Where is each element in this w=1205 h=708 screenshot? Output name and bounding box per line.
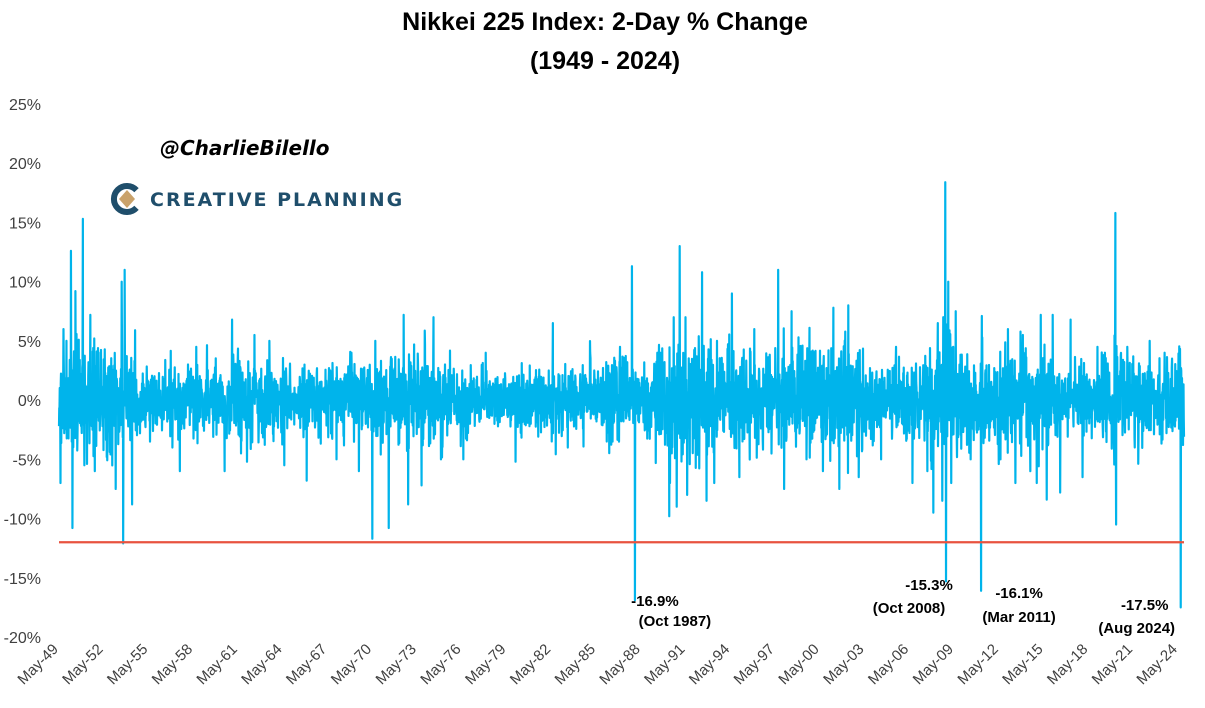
y-tick-label: 0% xyxy=(18,393,41,410)
series-line xyxy=(57,181,1186,609)
y-tick-label: -10% xyxy=(4,512,41,529)
annotation-date: (Oct 1987) xyxy=(639,613,712,630)
chart-title: Nikkei 225 Index: 2-Day % Change xyxy=(402,8,808,36)
annotation-value: -16.1% xyxy=(995,585,1043,602)
annotation-date: (Oct 2008) xyxy=(873,600,946,617)
annotation-value: -15.3% xyxy=(905,577,953,594)
annotations: -16.9% (Oct 1987) -15.3% (Oct 2008) -16.1% (M… xyxy=(631,577,1175,637)
brand-logo xyxy=(111,183,139,215)
y-tick-label: -15% xyxy=(4,571,41,588)
annotation-date: (Mar 2011) xyxy=(982,609,1055,626)
y-axis: 25% 20% 15% 10% 5% 0% -5% -10% -15% -20% xyxy=(4,97,41,647)
y-tick-label: -5% xyxy=(13,452,41,469)
y-tick-label: 15% xyxy=(9,215,41,232)
y-tick-label: -20% xyxy=(4,630,41,647)
series-area xyxy=(57,181,1186,609)
annotation-value: -16.9% xyxy=(631,593,679,610)
annotation-value: -17.5% xyxy=(1121,597,1169,614)
author-handle: @CharlieBilello xyxy=(160,136,330,160)
logo-diamond-icon xyxy=(119,190,135,208)
y-tick-label: 10% xyxy=(9,275,41,292)
annotation-date: (Aug 2024) xyxy=(1098,620,1175,637)
chart-subtitle: (1949 - 2024) xyxy=(530,47,680,75)
logo-ring-icon xyxy=(111,183,139,215)
y-tick-label: 25% xyxy=(9,97,41,114)
brand-name: CREATIVE PLANNING xyxy=(150,189,404,211)
y-tick-label: 20% xyxy=(9,156,41,173)
y-tick-label: 5% xyxy=(18,334,41,351)
